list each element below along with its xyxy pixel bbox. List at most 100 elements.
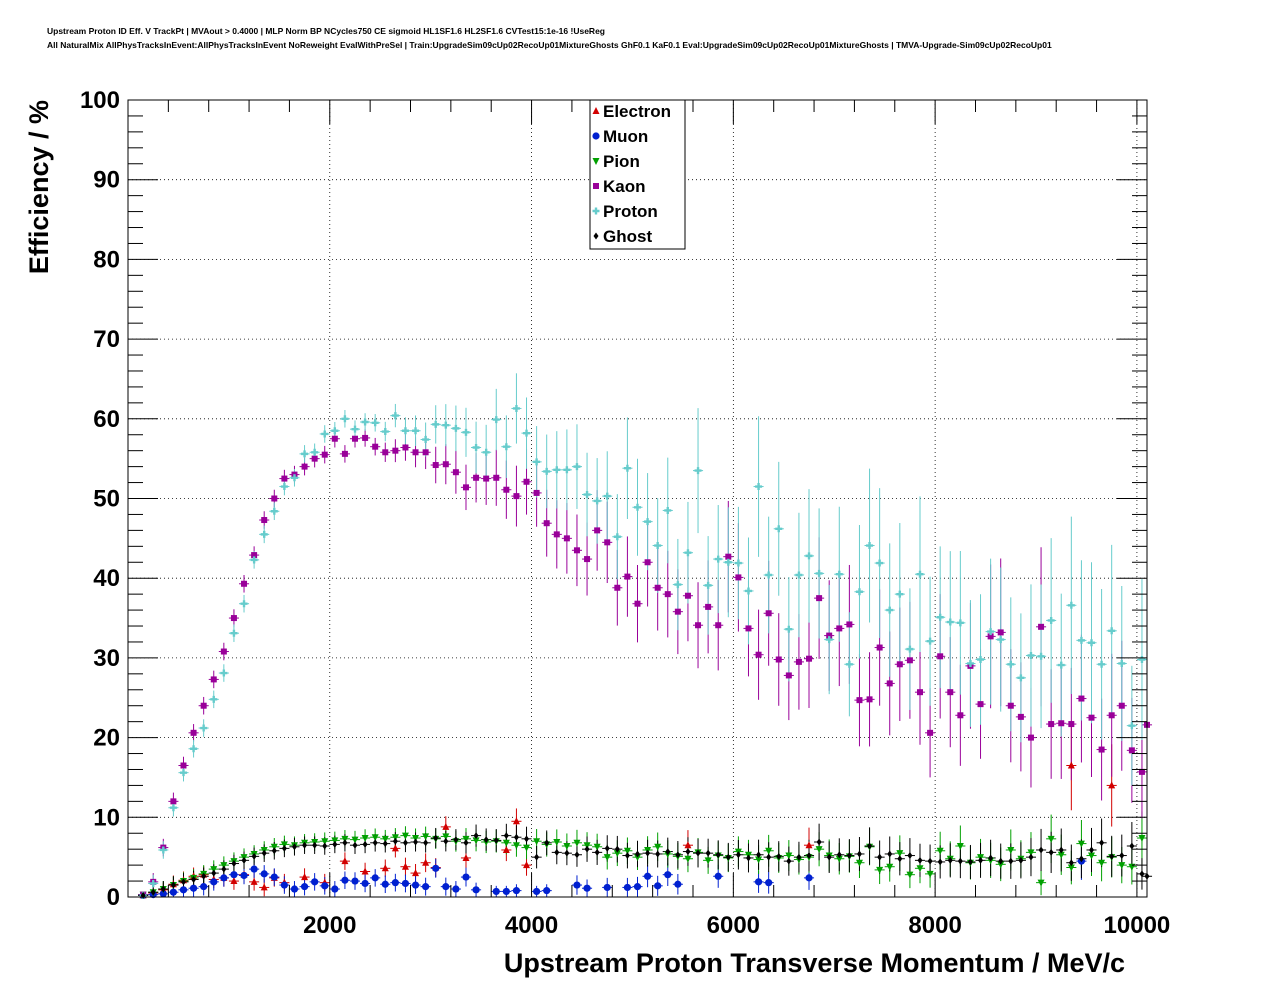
kaon-point [1078,695,1085,702]
kaon-point [957,712,964,719]
proton-point [704,581,712,589]
kaon-point [261,517,268,524]
ghost-point [534,853,540,861]
muon-point [341,876,349,884]
x-tick-label: 4000 [505,912,558,939]
proton-point [502,443,510,451]
kaon-point [432,462,439,469]
legend-proton-marker [592,207,600,215]
proton-point [1037,652,1045,660]
ghost-point [846,852,852,860]
y-tick-label: 80 [93,246,120,273]
proton-point [896,590,904,598]
pion-point [523,844,531,852]
ghost-point [645,849,651,857]
kaon-point [341,450,348,457]
kaon-point [483,475,490,482]
ghost-point [907,852,913,860]
ghost-point [402,839,408,847]
proton-point [482,448,490,456]
proton-point [845,660,853,668]
proton-point [1138,655,1146,663]
proton-point [634,503,641,511]
pion-point [896,850,904,858]
pion-point [815,846,823,854]
pion-point [1047,835,1055,843]
kaon-point [513,493,520,500]
proton-point [916,570,924,578]
ghost-point [453,836,459,844]
legend-box [589,99,686,250]
kaon-point [412,449,419,456]
muon-point [361,879,369,888]
muon-point [230,871,238,879]
chart-title-line-2: All NaturalMix AllPhysTracksInEvent:AllP… [47,40,1052,50]
ghost-point [695,849,701,857]
ghost-point [493,836,499,844]
kaon-point [1027,734,1034,741]
electron-point [230,877,238,885]
proton-point [523,429,531,437]
electron-point [422,858,430,866]
kaon-point [876,644,883,651]
kaon-point [1007,702,1014,709]
kaon-point [230,615,237,622]
pion-point [1138,835,1146,843]
ghost-point [231,860,237,868]
kaon-point [251,552,258,559]
ghost-point [947,856,953,864]
muon-point [573,881,581,889]
muon-point [805,874,813,882]
proton-point [966,659,974,667]
proton-point [714,555,722,563]
kaon-point [684,592,691,599]
proton-point [815,569,823,577]
muon-point [754,878,763,886]
pion-point [1088,852,1096,860]
pion-point [926,870,934,878]
ghost-point [685,848,691,856]
proton-point [654,542,662,550]
proton-point [1128,722,1136,730]
pion-point [956,842,964,850]
ghost-point [978,856,984,864]
kaon-point [200,702,207,709]
proton-point [179,769,187,777]
kaon-point [745,625,752,632]
axis-ticks [128,99,1147,898]
ghost-point [261,849,267,857]
ghost-point [675,851,681,859]
proton-point [452,424,460,432]
pion-point [634,854,641,862]
kaon-point [775,656,782,663]
ghost-point [1018,856,1024,864]
ghost-point [715,851,721,859]
muon-point [159,890,167,898]
kaon-point [846,621,853,628]
y-tick-label: 10 [93,804,120,831]
pion-point [684,855,692,863]
kaon-point [392,447,399,454]
ghost-point [776,852,782,860]
ghost-point [867,842,873,850]
kaon-point [624,573,631,580]
ghost-point [201,872,207,880]
kaon-point [493,474,500,481]
kaon-point [352,435,359,442]
ghost-point [180,878,186,886]
electron-point [502,845,510,853]
muon-point [603,883,611,892]
kaon-point [543,520,550,527]
ghost-point [473,832,479,840]
proton-point [855,588,863,596]
ghost-point [281,844,287,852]
ghost-point [1139,870,1145,878]
muon-point [442,883,450,891]
kaon-point [715,622,722,629]
ghost-point [665,848,671,856]
proton-point [472,443,480,451]
ghost-point [191,875,197,883]
kaon-point [664,591,671,598]
proton-point [613,533,621,541]
muon-point [714,872,722,880]
